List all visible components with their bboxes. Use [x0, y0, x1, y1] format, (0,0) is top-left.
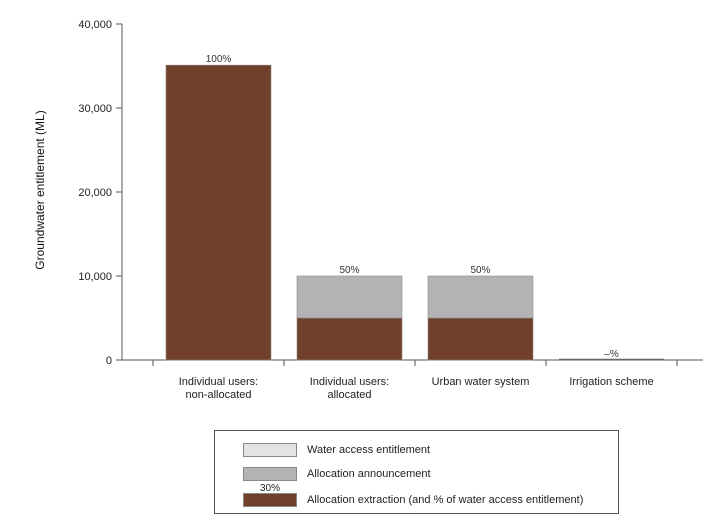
legend-swatch-water-access-entitlement — [243, 443, 297, 457]
legend-item-water-access-entitlement: Water access entitlement — [243, 443, 430, 457]
bar-segment — [427, 317, 534, 361]
chart-plot: Groundwater entitlement (ML) 0 10,000 20,0… — [33, 19, 703, 401]
bar-segment — [165, 64, 272, 361]
legend-label-allocation-extraction: Allocation extraction (and % of water ac… — [307, 494, 584, 506]
x-category-label: Irrigation scheme — [569, 376, 653, 388]
x-category-label: Urban water system — [432, 376, 530, 388]
legend-swatch-allocation-announcement — [243, 467, 297, 481]
bar-percent-label: 50% — [339, 265, 359, 276]
legend-label-water-access-entitlement: Water access entitlement — [307, 444, 431, 456]
y-tick-label: 10,000 — [78, 271, 112, 283]
legend: Water access entitlement Allocation anno… — [214, 430, 619, 514]
bar-segment — [296, 317, 403, 361]
x-axis: Individual users: non-allocated Individual… — [122, 359, 703, 401]
bars: 100% 50% 50% –% — [165, 54, 664, 361]
legend-item-allocation-extraction: Allocation extraction (and % of water ac… — [243, 493, 583, 507]
bar-percent-label: 50% — [470, 265, 490, 276]
y-tick-label: 20,000 — [78, 187, 112, 199]
y-axis: 0 10,000 20,000 30,000 40,000 — [78, 19, 123, 367]
legend-swatch-allocation-extraction — [243, 493, 297, 507]
bar-percent-label: –% — [604, 349, 619, 360]
bar-segment — [296, 275, 403, 319]
legend-percent-note: 30% — [260, 483, 281, 494]
bar-segment — [427, 275, 534, 319]
x-category-label: Individual users: non-allocated — [179, 376, 259, 401]
y-tick-label: 40,000 — [78, 19, 112, 31]
x-category-label: Individual users: allocated — [310, 376, 390, 401]
legend-label-allocation-announcement: Allocation announcement — [307, 468, 431, 480]
bar-percent-label: 100% — [206, 54, 232, 65]
legend-item-allocation-announcement: Allocation announcement — [243, 467, 431, 481]
y-tick-label: 30,000 — [78, 103, 112, 115]
y-tick-label: 0 — [106, 355, 112, 367]
y-axis-title: Groundwater entitlement (ML) — [33, 110, 47, 269]
